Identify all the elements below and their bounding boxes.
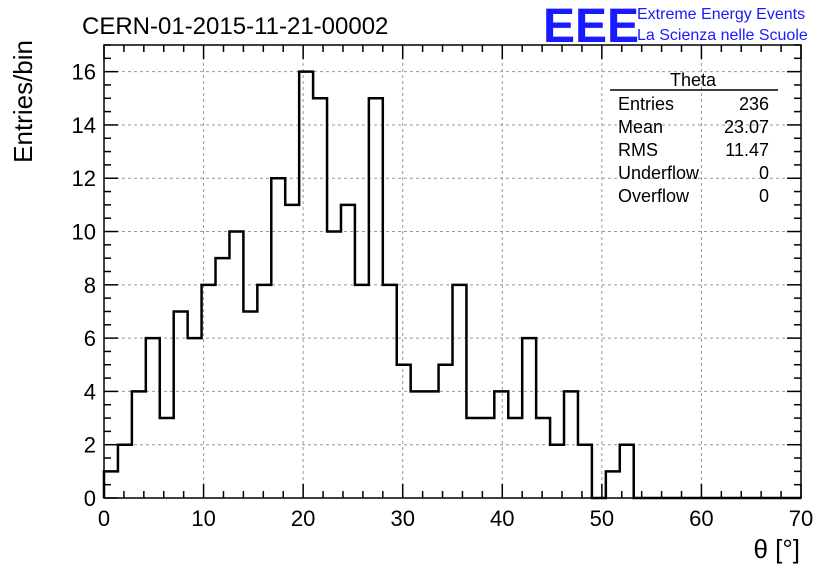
stats-rows: Entries 236 Mean 23.07 RMS 11.47 Underflow 0 Ove…	[618, 94, 769, 206]
y-tick-label: 16	[72, 60, 96, 85]
stats-row-label: Overflow	[618, 186, 690, 206]
histogram-line	[102, 70, 801, 500]
x-tick-label: 10	[191, 506, 215, 531]
stats-row-label: RMS	[618, 140, 658, 160]
eee-logo: EEE Extreme Energy Events La Scienza nel…	[543, 0, 808, 53]
x-tick-label: 70	[789, 506, 813, 531]
stats-row-label: Mean	[618, 117, 663, 137]
eee-logo-mark: EEE	[543, 0, 639, 53]
eee-logo-line1: Extreme Energy Events	[637, 6, 805, 23]
y-tick-labels: 0 2 4 6 8 10 12 14 16	[72, 60, 96, 511]
y-tick-label: 0	[84, 486, 96, 511]
stats-box-title: Theta	[670, 70, 717, 90]
x-tick-labels: 0 10 20 30 40 50 60 70	[98, 506, 813, 531]
y-tick-label: 2	[84, 433, 96, 458]
stats-row-value: 11.47	[725, 140, 769, 160]
y-tick-label: 12	[72, 166, 96, 191]
y-tick-label: 8	[84, 273, 96, 298]
stats-row-value: 236	[739, 94, 769, 114]
stats-row-label: Entries	[618, 94, 674, 114]
y-axis-title: Entries/bin	[8, 40, 38, 163]
axis-ticks	[103, 44, 802, 499]
x-tick-label: 20	[291, 506, 315, 531]
x-tick-label: 40	[490, 506, 514, 531]
x-tick-label: 30	[390, 506, 414, 531]
grid-lines	[104, 45, 801, 498]
y-tick-label: 4	[84, 379, 96, 404]
eee-logo-line2: La Scienza nelle Scuole	[637, 27, 808, 44]
x-tick-label: 50	[590, 506, 614, 531]
stats-row-value: 23.07	[724, 117, 769, 137]
stats-row-value: 0	[759, 163, 769, 183]
y-tick-label: 10	[72, 220, 96, 245]
y-tick-label: 14	[72, 113, 96, 138]
stats-row-value: 0	[759, 186, 769, 206]
stats-row-label: Underflow	[618, 163, 700, 183]
y-tick-label: 6	[84, 326, 96, 351]
stats-box: Theta Entries 236 Mean 23.07 RMS 11.47 Underfl…	[610, 70, 778, 206]
x-axis-title: θ [°]	[753, 534, 800, 564]
chart-title: CERN-01-2015-11-21-00002	[82, 13, 388, 40]
x-tick-label: 0	[98, 506, 110, 531]
plot-frame	[103, 44, 802, 499]
x-tick-label: 60	[689, 506, 713, 531]
